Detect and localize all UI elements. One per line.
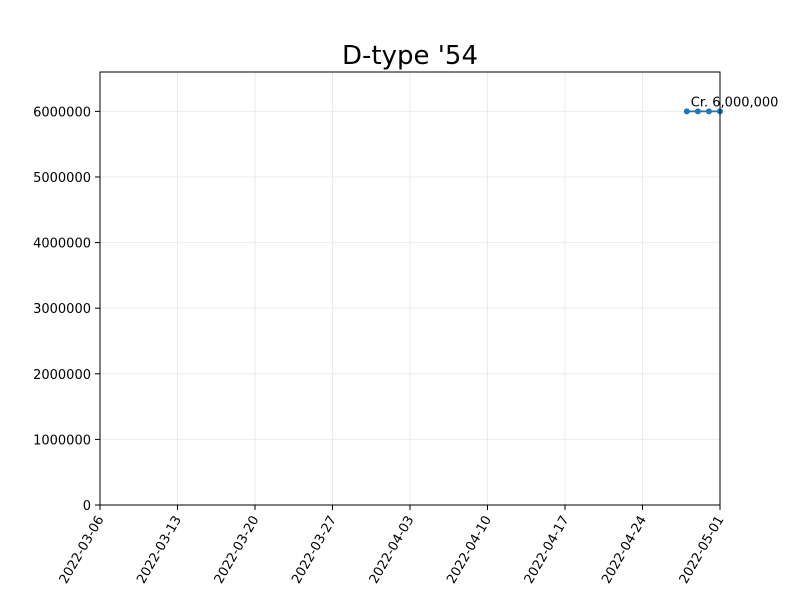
y-tick-label: 0 (83, 499, 91, 514)
x-tick-label: 2022-03-06 (57, 514, 108, 587)
y-tick-label: 6000000 (33, 105, 91, 120)
data-point (683, 108, 690, 115)
y-axis: 0 1000000 2000000 3000000 4000000 5000000 6000… (33, 105, 100, 514)
y-tick-label: 5000000 (33, 171, 91, 186)
y-tick-label: 4000000 (33, 237, 91, 252)
y-tick-label: 1000000 (33, 433, 91, 448)
grid (99, 72, 721, 506)
annotation-label: Cr. 6,000,000 (691, 95, 779, 110)
x-tick-label: 2022-04-17 (522, 514, 573, 587)
x-tick-label: 2022-03-13 (134, 514, 185, 587)
x-axis: 2022-03-06 2022-03-13 2022-03-20 2022-03-27… (57, 505, 728, 587)
y-tick-label: 3000000 (33, 302, 91, 317)
x-tick-label: 2022-05-01 (677, 514, 728, 587)
series-layer (683, 108, 723, 115)
y-tick-label: 2000000 (33, 368, 91, 383)
data-point (694, 108, 701, 115)
x-tick-label: 2022-04-10 (444, 514, 495, 587)
chart-title: D-type '54 (342, 41, 478, 71)
data-point (705, 108, 712, 115)
x-tick-label: 2022-03-27 (289, 514, 340, 587)
x-tick-label: 2022-04-03 (367, 514, 418, 587)
x-tick-label: 2022-03-20 (212, 514, 263, 587)
x-tick-label: 2022-04-24 (599, 514, 650, 587)
